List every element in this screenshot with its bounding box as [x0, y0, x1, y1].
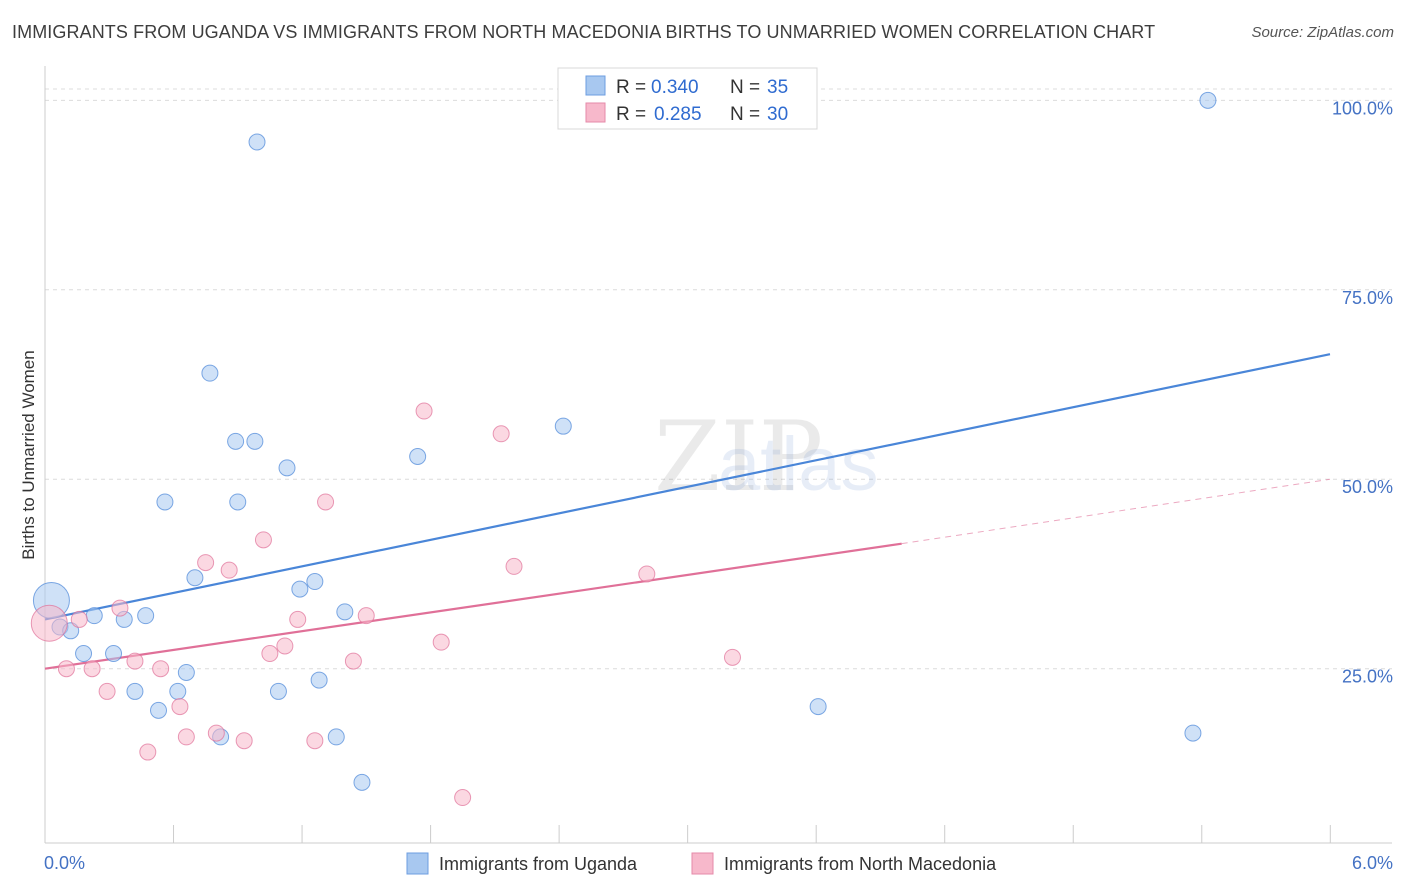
macedonia-point — [171, 698, 189, 716]
legend-n-value-uganda: 35 — [767, 77, 788, 98]
y-axis-title: Births to Unmarried Women — [19, 350, 38, 559]
uganda-point — [1199, 91, 1217, 109]
uganda-point — [291, 580, 309, 598]
uganda-point — [201, 364, 219, 382]
macedonia-point — [317, 493, 335, 511]
axes — [44, 66, 1392, 844]
legend-r-label-macedonia: R = — [616, 104, 646, 125]
macedonia-point — [220, 561, 238, 579]
macedonia-point — [235, 732, 253, 750]
macedonia-point — [30, 604, 68, 642]
uganda-point — [353, 773, 371, 791]
macedonia-point — [344, 652, 362, 670]
x-tick-label-min: 0.0% — [44, 853, 85, 873]
macedonia-point — [177, 728, 195, 746]
macedonia-trend-extension — [901, 478, 1331, 545]
legend-swatch-macedonia — [585, 102, 606, 123]
uganda-point — [278, 459, 296, 477]
macedonia-point — [126, 652, 144, 670]
uganda-point — [310, 671, 328, 689]
uganda-trend-line — [44, 353, 1331, 621]
chart-title: IMMIGRANTS FROM UGANDA VS IMMIGRANTS FRO… — [12, 22, 1156, 42]
uganda-point — [137, 607, 155, 625]
uganda-point — [809, 698, 827, 716]
uganda-point — [554, 417, 572, 435]
macedonia-point — [276, 637, 294, 655]
macedonia-point — [432, 633, 450, 651]
legend-r-label-uganda: R = — [616, 77, 646, 98]
uganda-point — [227, 432, 245, 450]
trend-lines — [44, 353, 1331, 670]
legend-n-label-macedonia: N = — [730, 104, 760, 125]
uganda-point — [85, 607, 103, 625]
macedonia-point — [289, 610, 307, 628]
y-tick-label: 75.0% — [1342, 288, 1393, 308]
macedonia-point — [152, 660, 170, 678]
x-tick-labels: 0.0% 6.0% — [44, 853, 1393, 873]
legend-r-value-macedonia: 0.285 — [654, 104, 702, 125]
macedonia-point — [505, 557, 523, 575]
uganda-point — [269, 682, 287, 700]
watermark-zip: ZIP — [654, 401, 823, 513]
macedonia-point — [70, 610, 88, 628]
series-legend-swatch-uganda — [406, 852, 429, 875]
macedonia-point — [98, 682, 116, 700]
macedonia-point — [83, 660, 101, 678]
uganda-point — [248, 133, 266, 151]
series-legend-label-macedonia: Immigrants from North Macedonia — [724, 854, 997, 874]
x-tick-label-max: 6.0% — [1352, 853, 1393, 873]
uganda-point — [177, 663, 195, 681]
legend-r-value-uganda: 0.340 — [651, 77, 699, 98]
data-points — [30, 91, 1217, 807]
macedonia-point — [357, 607, 375, 625]
macedonia-trend-line — [44, 542, 902, 670]
grid-lines — [45, 88, 1392, 670]
macedonia-point — [415, 402, 433, 420]
macedonia-point — [306, 732, 324, 750]
uganda-point — [150, 701, 168, 719]
macedonia-point — [207, 724, 225, 742]
uganda-point — [169, 682, 187, 700]
macedonia-point — [57, 660, 75, 678]
uganda-point — [186, 569, 204, 587]
uganda-point — [409, 448, 427, 465]
uganda-point — [306, 573, 324, 591]
macedonia-point — [723, 648, 741, 666]
source-credit: Source: ZipAtlas.com — [1251, 24, 1394, 41]
uganda-point — [75, 645, 93, 663]
macedonia-point — [111, 599, 129, 617]
macedonia-point — [261, 645, 279, 663]
macedonia-point — [638, 565, 656, 583]
y-tick-label: 50.0% — [1342, 477, 1393, 497]
uganda-point — [156, 493, 174, 511]
macedonia-point — [139, 743, 157, 761]
macedonia-point — [492, 425, 510, 443]
uganda-point — [105, 645, 123, 663]
uganda-point — [126, 682, 144, 700]
uganda-point — [327, 728, 345, 746]
legend-swatch-uganda — [585, 75, 606, 96]
y-tick-label: 100.0% — [1332, 98, 1393, 118]
legend-n-label-uganda: N = — [730, 77, 760, 98]
series-legend: Immigrants from Uganda Immigrants from N… — [406, 852, 997, 875]
y-tick-label: 25.0% — [1342, 667, 1393, 687]
uganda-point — [246, 432, 264, 450]
uganda-point — [229, 493, 247, 511]
legend-n-value-macedonia: 30 — [767, 104, 788, 125]
uganda-point — [336, 603, 354, 621]
macedonia-point — [254, 531, 272, 549]
uganda-point — [1184, 724, 1202, 742]
macedonia-point — [197, 554, 215, 572]
stats-legend: R = 0.340 N = 35 R = 0.285 N = 30 — [557, 67, 818, 130]
series-legend-swatch-macedonia — [691, 852, 714, 875]
series-legend-label-uganda: Immigrants from Uganda — [439, 854, 638, 874]
macedonia-point — [454, 789, 472, 807]
y-tick-labels: 25.0% 50.0% 75.0% 100.0% — [1332, 98, 1393, 686]
